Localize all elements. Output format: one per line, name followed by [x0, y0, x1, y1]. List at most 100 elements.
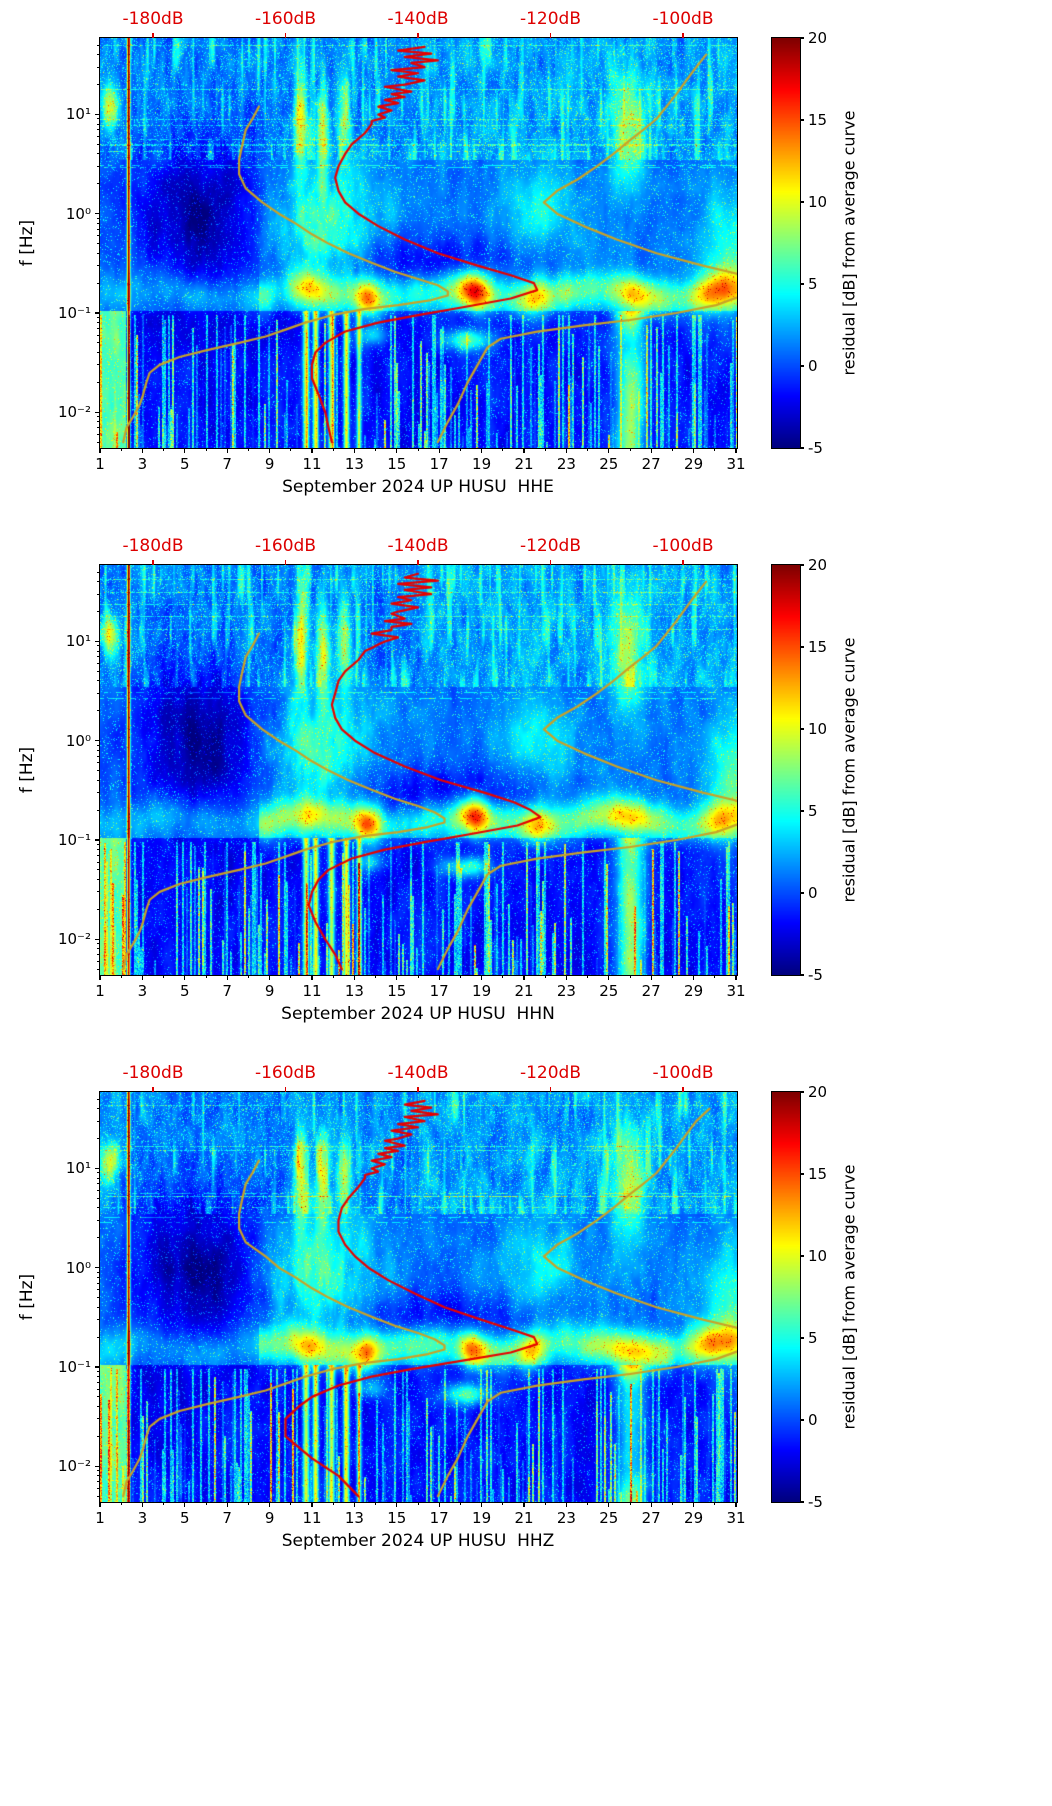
- top-db-tick-mark: [682, 33, 684, 38]
- x-tick-label: 19: [472, 1509, 492, 1527]
- x-minor-tick-mark: [290, 448, 292, 451]
- y-minor-tick-mark: [97, 650, 100, 652]
- colorbar-tick-label: 5: [808, 802, 818, 820]
- y-tick-label: 10¹: [65, 1159, 91, 1178]
- y-minor-tick-mark: [97, 1138, 100, 1140]
- y-minor-tick-mark: [97, 1371, 100, 1373]
- x-tick-label: 31: [726, 982, 746, 1000]
- spectrogram-canvas-hhz: [99, 1091, 738, 1503]
- y-minor-tick-mark: [97, 1271, 100, 1273]
- y-minor-tick-mark: [97, 1219, 100, 1221]
- y-minor-tick-mark: [97, 645, 100, 647]
- x-tick-label: 21: [514, 982, 534, 1000]
- colorbar-tick-mark: [800, 1173, 804, 1175]
- y-minor-tick-mark: [97, 123, 100, 125]
- y-minor-tick-mark: [97, 755, 100, 757]
- y-minor-tick-mark: [97, 44, 100, 46]
- x-tick-mark: [353, 448, 355, 453]
- x-tick-mark: [650, 975, 652, 980]
- x-minor-tick-mark: [247, 975, 249, 978]
- colorbar-tick-label: 10: [808, 1247, 828, 1265]
- y-minor-tick-mark: [97, 364, 100, 366]
- y-minor-tick-mark: [97, 1481, 100, 1483]
- colorbar-tick-mark: [800, 365, 804, 367]
- top-db-tick-mark: [417, 33, 419, 38]
- y-minor-tick-mark: [97, 118, 100, 120]
- x-minor-tick-mark: [332, 975, 334, 978]
- x-tick-label: 1: [95, 982, 105, 1000]
- x-minor-tick-mark: [375, 448, 377, 451]
- x-tick-mark: [141, 975, 143, 980]
- y-minor-tick-mark: [97, 844, 100, 846]
- colorbar-tick-mark: [800, 447, 804, 449]
- x-minor-tick-mark: [587, 1502, 589, 1505]
- x-minor-tick-mark: [544, 975, 546, 978]
- top-db-tick-label: -160dB: [254, 1063, 317, 1083]
- y-minor-tick-mark: [97, 792, 100, 794]
- x-minor-tick-mark: [671, 975, 673, 978]
- colorbar-tick-label: 15: [808, 1165, 828, 1183]
- colorbar-tick-mark: [800, 1501, 804, 1503]
- y-minor-tick-mark: [97, 1189, 100, 1191]
- x-tick-mark: [523, 448, 525, 453]
- top-db-tick-mark: [152, 1087, 154, 1092]
- y-minor-tick-mark: [97, 433, 100, 435]
- y-minor-tick-mark: [97, 770, 100, 772]
- x-tick-label: 5: [180, 982, 190, 1000]
- x-tick-mark: [735, 1502, 737, 1507]
- top-db-tick-label: -100dB: [652, 536, 714, 556]
- x-axis-label: September 2024 UP HUSU HHN: [281, 1004, 555, 1024]
- spectrogram-canvas-hhn: [99, 564, 738, 976]
- x-tick-label: 29: [684, 1509, 704, 1527]
- colorbar-tick-label: 15: [808, 638, 828, 656]
- colorbar-tick-label: 10: [808, 720, 828, 738]
- top-db-tick-label: -120dB: [519, 536, 582, 556]
- x-tick-mark: [608, 975, 610, 980]
- y-minor-tick-mark: [97, 670, 100, 672]
- y-axis-label: f [Hz]: [17, 1273, 37, 1321]
- y-tick-mark: [95, 312, 100, 314]
- top-db-tick-mark: [152, 560, 154, 565]
- x-tick-mark: [353, 975, 355, 980]
- y-tick-mark: [95, 938, 100, 940]
- x-tick-label: 19: [472, 982, 492, 1000]
- y-minor-tick-mark: [97, 581, 100, 583]
- y-minor-tick-mark: [97, 441, 100, 443]
- x-minor-tick-mark: [205, 975, 207, 978]
- colorbar-tick-mark: [800, 646, 804, 648]
- colorbar-label: residual [dB] from average curve: [839, 110, 859, 376]
- top-db-tick-mark: [284, 33, 287, 38]
- colorbar-tick-mark: [800, 564, 804, 566]
- colorbar-tick-mark: [800, 283, 804, 285]
- y-minor-tick-mark: [97, 1098, 100, 1100]
- top-db-tick-label: -140dB: [387, 536, 449, 556]
- y-minor-tick-mark: [97, 1207, 100, 1209]
- top-db-tick-mark: [417, 1087, 419, 1092]
- x-minor-tick-mark: [375, 1502, 377, 1505]
- x-minor-tick-mark: [205, 1502, 207, 1505]
- y-minor-tick-mark: [97, 243, 100, 245]
- x-tick-mark: [565, 975, 567, 980]
- x-tick-label: 9: [264, 982, 275, 1000]
- spectrogram-panel-hhe: f [Hz] residual [dB] from average curve …: [0, 0, 1052, 527]
- x-tick-label: 9: [264, 455, 275, 473]
- x-tick-mark: [184, 1502, 186, 1507]
- top-db-tick-label: -140dB: [387, 1063, 449, 1083]
- y-minor-tick-mark: [97, 943, 100, 945]
- x-tick-label: 21: [514, 1509, 534, 1527]
- colorbar-tick-label: 20: [808, 556, 828, 574]
- y-tick-label: 10⁰: [65, 731, 91, 750]
- y-tick-mark: [95, 1167, 100, 1170]
- x-tick-mark: [481, 448, 483, 453]
- y-minor-tick-mark: [97, 217, 100, 219]
- x-tick-mark: [269, 975, 271, 980]
- x-tick-mark: [311, 448, 313, 453]
- x-minor-tick-mark: [502, 448, 504, 451]
- y-minor-tick-mark: [97, 1237, 100, 1239]
- x-minor-tick-mark: [629, 1502, 631, 1505]
- x-minor-tick-mark: [714, 975, 716, 978]
- y-minor-tick-mark: [97, 1396, 100, 1398]
- y-minor-tick-mark: [97, 1289, 100, 1291]
- x-minor-tick-mark: [544, 1502, 546, 1505]
